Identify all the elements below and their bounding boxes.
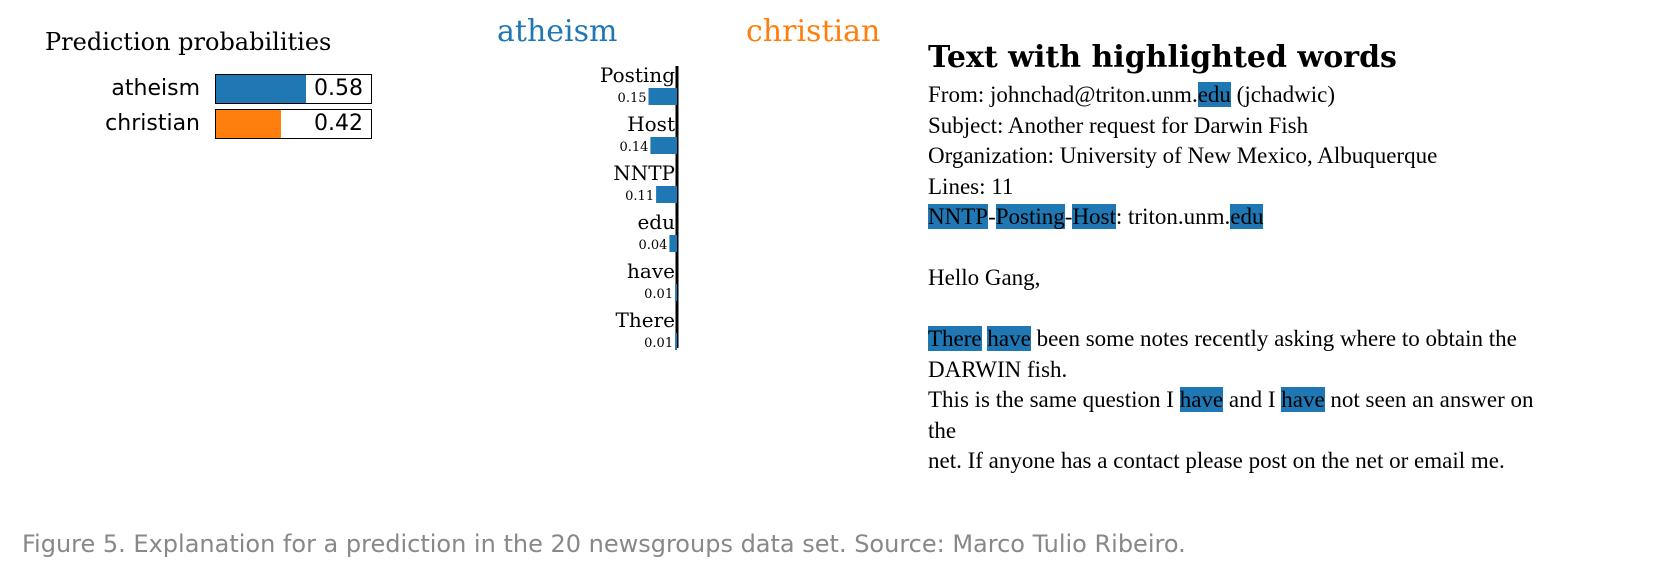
- probability-bar-christian: [216, 110, 282, 138]
- probability-row-christian: christian 0.42: [20, 109, 380, 139]
- text-segment: DARWIN fish.: [928, 356, 1068, 382]
- text-segment: (jchadwic): [1230, 82, 1336, 107]
- text-segment: net. If anyone has a contact please post…: [928, 448, 1505, 473]
- text-line: NNTP-Posting-Host: triton.unm.edu: [928, 202, 1648, 233]
- text-segment: Lines: 11: [928, 173, 1014, 199]
- text-segment: : triton.unm.: [1115, 204, 1231, 229]
- highlighted-word: Host: [1072, 204, 1116, 229]
- text-line: There have been some notes recently aski…: [928, 324, 1648, 355]
- text-line: the: [928, 416, 1648, 447]
- feature-bar-host: [650, 137, 677, 154]
- text-segment: Hello Gang,: [928, 265, 1041, 290]
- prediction-probabilities-title: Prediction probabilities: [45, 28, 332, 56]
- highlighted-word: have: [1281, 387, 1325, 412]
- text-line: [928, 233, 1648, 264]
- probability-value: 0.42: [314, 111, 363, 136]
- text-segment: the: [928, 417, 957, 443]
- feature-bar-have: [675, 284, 677, 301]
- text-segment: -: [988, 204, 996, 229]
- figure-caption: Figure 5. Explanation for a prediction i…: [22, 530, 1186, 558]
- highlighted-word: Posting: [995, 204, 1065, 229]
- text-line: Organization: University of New Mexico, …: [928, 141, 1648, 172]
- feature-label: Posting: [600, 63, 675, 87]
- class-label-atheism: atheism: [497, 14, 618, 49]
- highlighted-word: NNTP: [928, 204, 989, 229]
- probability-label: atheism: [111, 76, 200, 101]
- text-segment: and I: [1223, 387, 1282, 412]
- text-line: This is the same question I have and I h…: [928, 385, 1648, 416]
- text-segment: Organization: University of New Mexico, …: [928, 143, 1438, 168]
- text-line: [928, 294, 1648, 325]
- highlighted-word: have: [987, 326, 1031, 351]
- highlighted-word: edu: [1197, 82, 1231, 107]
- text-segment: Subject: Another request for Darwin Fish: [928, 112, 1309, 138]
- probability-row-atheism: atheism 0.58: [20, 74, 380, 104]
- probability-label: christian: [105, 111, 200, 136]
- feature-label: edu: [637, 210, 675, 234]
- feature-bar-nntp: [656, 186, 677, 203]
- feature-label: NNTP: [613, 161, 675, 185]
- text-line: Lines: 11: [928, 172, 1648, 203]
- class-label-christian: christian: [746, 14, 881, 49]
- highlighted-word: There: [928, 326, 982, 351]
- feature-value-label: 0.15: [618, 91, 647, 106]
- text-segment: been some notes recently asking where to…: [1030, 326, 1517, 351]
- highlighted-word: have: [1179, 387, 1224, 412]
- text-line: From: johnchad@triton.unm.edu (jchadwic): [928, 80, 1648, 111]
- probability-value: 0.58: [314, 76, 363, 101]
- feature-value-label: 0.01: [644, 336, 673, 350]
- feature-value-label: 0.11: [625, 189, 654, 204]
- text-segment: From: johnchad@triton.unm.: [928, 82, 1198, 107]
- text-line: net. If anyone has a contact please post…: [928, 446, 1648, 477]
- feature-weights-chart: Posting 0.15 Host 0.14 NNTP 0.11 edu 0.04 have 0.…: [600, 63, 679, 350]
- highlighted-word: edu: [1230, 204, 1264, 229]
- feature-bar-posting: [648, 88, 677, 105]
- probability-bar-frame: 0.42: [215, 109, 372, 139]
- text-line: DARWIN fish.: [928, 355, 1648, 386]
- probability-bar-atheism: [216, 75, 306, 103]
- text-segment: -: [1064, 204, 1073, 229]
- highlighted-text-body: From: johnchad@triton.unm.edu (jchadwic)…: [928, 80, 1648, 477]
- feature-value-label: 0.01: [644, 287, 673, 302]
- text-line: Subject: Another request for Darwin Fish: [928, 111, 1648, 142]
- feature-bar-edu: [669, 235, 677, 252]
- text-segment: not seen an answer on: [1324, 387, 1534, 412]
- text-line: Hello Gang,: [928, 263, 1648, 294]
- feature-value-label: 0.14: [619, 140, 648, 155]
- feature-value-label: 0.04: [638, 238, 667, 253]
- feature-label: have: [627, 259, 675, 283]
- feature-bar-there: [675, 333, 677, 350]
- feature-label: Host: [627, 112, 675, 136]
- text-segment: This is the same question I: [928, 387, 1180, 412]
- feature-label: There: [616, 308, 675, 332]
- highlighted-text-title: Text with highlighted words: [928, 40, 1397, 75]
- probability-bar-frame: 0.58: [215, 74, 372, 104]
